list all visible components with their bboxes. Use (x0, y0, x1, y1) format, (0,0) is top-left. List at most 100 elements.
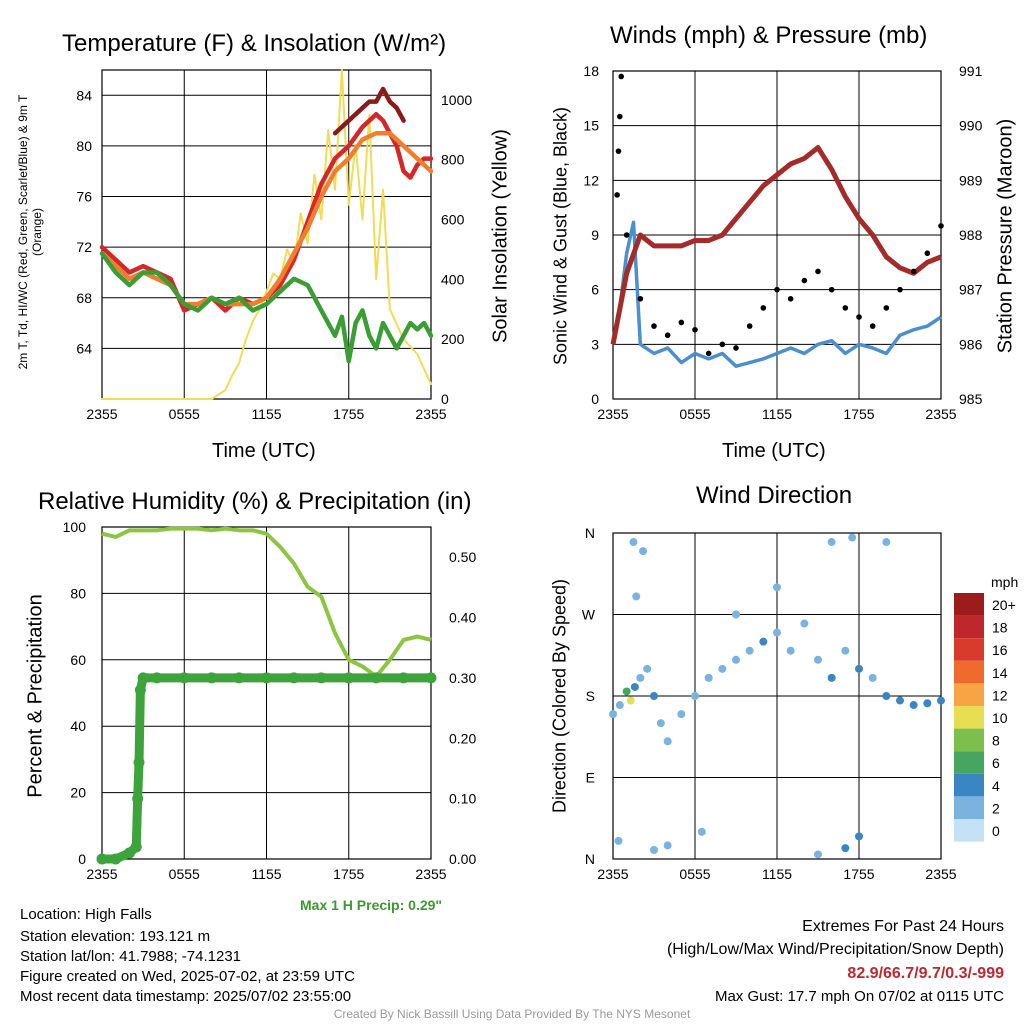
legend-swatch (954, 773, 984, 797)
direction-point (609, 710, 617, 719)
y-tick-label-right: 988 (959, 227, 983, 243)
legend-label: 0 (992, 823, 1000, 839)
legend-label: 12 (992, 687, 1008, 703)
direction-point (704, 673, 713, 682)
legend-label: 20+ (992, 597, 1016, 613)
y-tick-label-left: 9 (591, 227, 599, 243)
gust-point (883, 305, 890, 311)
y-tick-label-right: 0 (441, 391, 449, 407)
gust-point (614, 192, 620, 198)
y-tick-label-left: 80 (70, 585, 86, 601)
x-tick-label: 1155 (251, 866, 281, 882)
y-tick-label: W (582, 607, 596, 623)
gust-point (910, 268, 917, 275)
x-tick-label: 2355 (415, 406, 446, 422)
x-tick-label: 1755 (843, 866, 874, 882)
gust-point (801, 277, 808, 284)
gust-point (637, 295, 644, 302)
y-tick-label-right: 0.10 (449, 791, 476, 807)
legend-swatch (954, 706, 984, 729)
precip-point (370, 672, 382, 684)
y-tick-label-left: 0 (78, 851, 86, 867)
direction-point (937, 696, 945, 705)
figure-created: Figure created on Wed, 2025-07-02, at 23… (20, 968, 355, 985)
x-tick-label: 0555 (169, 866, 200, 882)
y-tick-label-left: 20 (70, 785, 86, 801)
x-tick-label: 1755 (333, 406, 364, 422)
precip-point (134, 684, 146, 696)
direction-point (855, 664, 863, 673)
most-recent-timestamp: Most recent data timestamp: 2025/07/02 2… (20, 988, 352, 1005)
direction-point (663, 841, 672, 850)
direction-point (848, 533, 857, 542)
direction-point (814, 850, 822, 859)
y-tick-label-left: 18 (583, 63, 599, 79)
max-gust: Max Gust: 17.7 mph On 07/02 at 0115 UTC (714, 988, 1004, 1005)
station-location: Location: High Falls (20, 906, 152, 923)
gust-point (842, 305, 849, 311)
direction-point (732, 610, 740, 619)
series-line-9m-t (99, 131, 434, 307)
y-tick-label-right: 0.30 (449, 670, 476, 686)
y-tick-label-right: 1000 (441, 92, 472, 108)
direction-point (656, 719, 665, 728)
x-tick-label: 0555 (679, 866, 710, 882)
direction-point (827, 538, 836, 547)
precip-point (425, 672, 437, 684)
x-tick-label: 2355 (925, 406, 956, 422)
precip-point (110, 853, 122, 865)
humidity-panel: 2355 0555 1155 1755 23550204060801000.000.10… (63, 519, 477, 882)
x-tick-label: 1155 (762, 866, 792, 882)
gust-point (692, 326, 698, 333)
direction-point (663, 737, 672, 746)
precip-point (133, 756, 145, 768)
y-tick-label-left: 68 (76, 290, 92, 306)
gust-point (938, 223, 944, 229)
legend-label: 8 (992, 733, 1000, 749)
y-tick-label-left: 40 (70, 718, 86, 734)
station-latlon: Station lat/lon: 41.7988; -74.1231 (20, 948, 242, 965)
series-line-td (99, 251, 434, 364)
direction-point (650, 692, 658, 700)
y-tick-label-left: 6 (591, 282, 599, 298)
legend-swatch (954, 796, 984, 819)
legend-swatch (954, 615, 984, 639)
y-tick-label-left: 60 (70, 652, 86, 668)
gust-point (774, 286, 780, 293)
direction-point (841, 844, 850, 853)
precip-point (398, 672, 410, 684)
humidity-ylabel-left: Percent & Precipitation (24, 594, 47, 798)
legend-label: 6 (992, 755, 1000, 771)
direction-point (615, 701, 624, 710)
y-tick-label-left: 84 (76, 87, 92, 103)
direction-point (639, 547, 648, 556)
direction-point (636, 673, 645, 682)
direction-point (773, 583, 781, 592)
precip-point (315, 672, 327, 684)
legend-label: 10 (992, 710, 1008, 726)
gust-point (760, 305, 767, 311)
gust-point (856, 314, 862, 320)
wind-xlabel: Time (UTC) (722, 440, 826, 462)
precip-point (261, 672, 272, 684)
gust-point (617, 113, 623, 120)
plot-frame (612, 70, 942, 400)
y-tick-label-left: 12 (583, 172, 599, 188)
direction-point (643, 664, 652, 673)
x-tick-label: 1755 (333, 866, 364, 882)
direction-point (614, 836, 623, 845)
y-tick-label: S (586, 688, 595, 704)
plot-frame (101, 69, 432, 400)
y-tick-label-left: 72 (76, 239, 92, 255)
direction-point (650, 845, 658, 854)
wind-ylabel-left: Sonic Wind & Gust (Blue, Black) (550, 106, 571, 366)
wind-ylabel-right: Station Pressure (Maroon) (994, 118, 1017, 354)
gust-point (705, 350, 712, 357)
gust-point (815, 268, 821, 275)
wind-direction-title: Wind Direction (696, 482, 853, 509)
gust-point (618, 73, 624, 80)
precip-point (178, 672, 190, 684)
direction-point (626, 696, 635, 705)
y-tick-label-right: 0.00 (449, 851, 476, 867)
